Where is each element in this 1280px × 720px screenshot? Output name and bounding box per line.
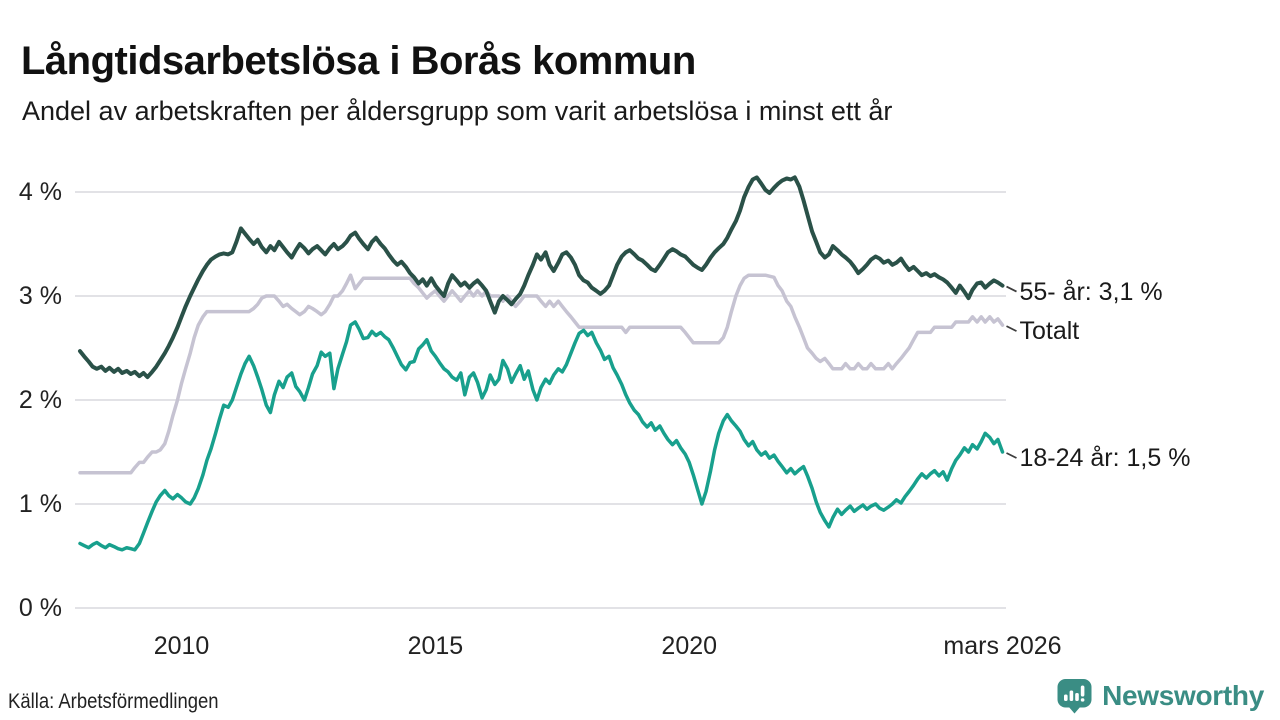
y-axis-tick-label: 2 % bbox=[18, 386, 62, 414]
line-series-youth bbox=[78, 320, 1005, 552]
y-axis-tick-label: 0 % bbox=[18, 594, 62, 622]
x-axis-tick-label: mars 2026 bbox=[943, 632, 1062, 660]
y-axis-tick-label: 4 % bbox=[18, 178, 62, 206]
x-axis-tick-label: 2015 bbox=[407, 632, 464, 660]
series-end-label-youth: 18-24 år: 1,5 % bbox=[1019, 444, 1191, 472]
line-series-55plus bbox=[78, 175, 1005, 380]
newsworthy-wordmark: Newsworthy bbox=[1102, 680, 1264, 711]
x-axis-tick-label: 2010 bbox=[153, 632, 210, 660]
y-axis-tick-label: 1 % bbox=[18, 490, 62, 518]
end-label-tick bbox=[1006, 285, 1017, 293]
x-axis-tick-label: 2020 bbox=[661, 632, 718, 660]
newsworthy-bubble-chart-icon bbox=[1056, 678, 1093, 714]
series-end-label-total: Totalt bbox=[1019, 317, 1080, 346]
newsworthy-logo: Newsworthy bbox=[1056, 678, 1264, 714]
end-label-tick bbox=[1006, 452, 1017, 459]
source-note: Källa: Arbetsförmedlingen bbox=[8, 690, 219, 713]
line-series-total bbox=[78, 273, 1005, 475]
chart-subtitle: Andel av arbetskraften per åldersgrupp s… bbox=[22, 96, 893, 126]
series-end-label-55plus: 55- år: 3,1 % bbox=[1019, 277, 1163, 306]
end-label-tick bbox=[1006, 325, 1017, 332]
page-title: Långtidsarbetslösa i Borås kommun bbox=[21, 38, 696, 83]
y-axis-tick-label: 3 % bbox=[18, 282, 62, 310]
